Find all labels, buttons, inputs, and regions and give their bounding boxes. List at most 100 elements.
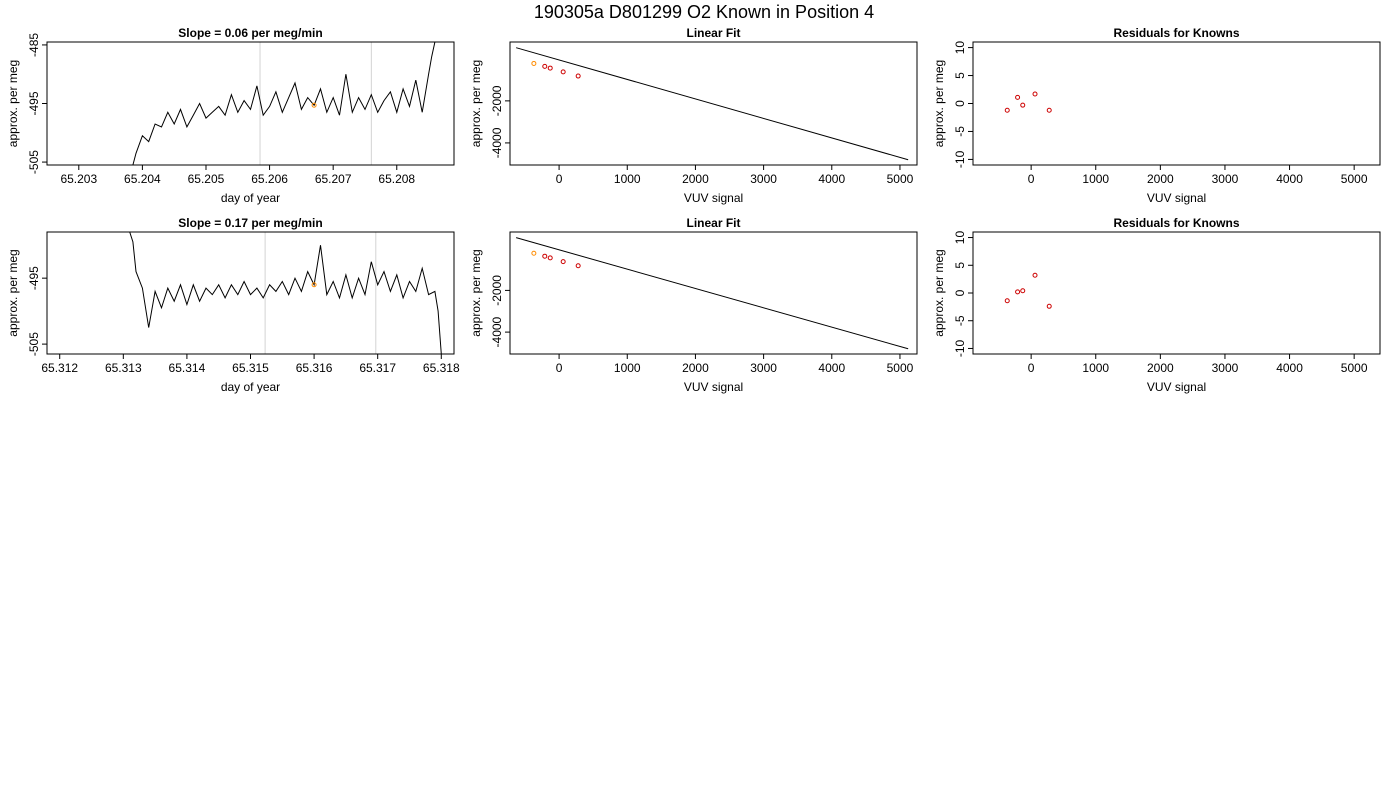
plot-area bbox=[515, 47, 909, 161]
x-tick-label: 0 bbox=[1028, 361, 1035, 375]
x-axis-label: VUV signal bbox=[684, 191, 743, 205]
x-axis-label: VUV signal bbox=[1147, 191, 1206, 205]
x-tick-label: 2000 bbox=[1147, 361, 1174, 375]
data-point bbox=[575, 73, 581, 79]
panel-top-left: Slope = 0.06 per meg/min 65.203 65.204 65.2… bbox=[6, 26, 455, 205]
y-tick-label: -505 bbox=[27, 332, 41, 356]
series-line bbox=[132, 42, 436, 165]
x-tick-label: 65.318 bbox=[423, 361, 460, 375]
panel-title: Linear Fit bbox=[686, 216, 740, 230]
x-axis-label: VUV signal bbox=[1147, 380, 1206, 394]
y-axis-label: approx. per meg bbox=[932, 60, 946, 147]
y-tick-label: -2000 bbox=[490, 85, 504, 116]
panel-title: Linear Fit bbox=[686, 26, 740, 40]
fit-line bbox=[515, 47, 909, 161]
x-tick-label: 4000 bbox=[818, 361, 845, 375]
x-tick-label: 65.203 bbox=[60, 172, 97, 186]
y-tick-label: 0 bbox=[953, 289, 967, 296]
data-point bbox=[1004, 107, 1010, 113]
x-tick-label: 0 bbox=[1028, 172, 1035, 186]
y-tick-label: 10 bbox=[953, 41, 967, 55]
data-point bbox=[1015, 94, 1021, 100]
plot-area bbox=[515, 237, 909, 350]
data-point bbox=[1032, 91, 1038, 97]
data-point bbox=[575, 263, 581, 269]
y-axis-label: approx. per meg bbox=[932, 249, 946, 336]
y-axis-label: approx. per meg bbox=[469, 60, 483, 147]
panel-top-right: Residuals for Knowns 0 1000 2000 3000 4000 500… bbox=[932, 26, 1381, 205]
y-tick-label: -2000 bbox=[490, 275, 504, 306]
data-point bbox=[542, 253, 548, 259]
x-tick-label: 0 bbox=[556, 361, 563, 375]
x-tick-label: 3000 bbox=[1212, 361, 1239, 375]
data-point bbox=[547, 255, 553, 261]
x-tick-label: 65.317 bbox=[359, 361, 396, 375]
data-point bbox=[531, 60, 537, 66]
x-tick-label: 3000 bbox=[750, 172, 777, 186]
x-tick-label: 1000 bbox=[1082, 361, 1109, 375]
y-axis-label: approx. per meg bbox=[469, 249, 483, 336]
x-tick-label: 1000 bbox=[614, 361, 641, 375]
data-point bbox=[1004, 298, 1010, 304]
x-axis-label: day of year bbox=[221, 380, 280, 394]
x-tick-label: 1000 bbox=[614, 172, 641, 186]
data-point bbox=[1046, 303, 1052, 309]
x-tick-label: 3000 bbox=[750, 361, 777, 375]
panel-top-middle: Linear Fit 0 1000 2000 3000 4000 5000 -4000 -200… bbox=[469, 26, 918, 205]
x-tick-label: 65.315 bbox=[232, 361, 269, 375]
panel-title: Slope = 0.17 per meg/min bbox=[178, 216, 322, 230]
y-tick-label: -495 bbox=[27, 266, 41, 290]
x-axis-label: day of year bbox=[221, 191, 280, 205]
x-tick-label: 65.204 bbox=[124, 172, 161, 186]
x-tick-label: 65.208 bbox=[378, 172, 415, 186]
panel-bottom-right: Residuals for Knowns 0 1000 2000 3000 4000 500… bbox=[932, 216, 1381, 394]
panel-bottom-left: Slope = 0.17 per meg/min 65.312 65.313 65.3… bbox=[6, 216, 460, 394]
x-tick-label: 65.205 bbox=[188, 172, 225, 186]
x-tick-label: 65.313 bbox=[105, 361, 142, 375]
y-axis-label: approx. per meg bbox=[6, 60, 20, 147]
y-tick-label: -495 bbox=[27, 91, 41, 115]
y-tick-label: 10 bbox=[953, 231, 967, 245]
x-tick-label: 0 bbox=[556, 172, 563, 186]
y-tick-label: 5 bbox=[953, 262, 967, 269]
highlight-point bbox=[311, 102, 317, 108]
x-tick-label: 65.312 bbox=[41, 361, 78, 375]
plot-area bbox=[132, 42, 436, 165]
panel-title: Slope = 0.06 per meg/min bbox=[178, 26, 322, 40]
panel-bottom-middle: Linear Fit 0 1000 2000 3000 4000 5000 -4000 -200… bbox=[469, 216, 918, 394]
y-tick-label: -10 bbox=[953, 150, 967, 168]
x-tick-label: 5000 bbox=[887, 172, 914, 186]
x-tick-label: 4000 bbox=[818, 172, 845, 186]
panel-title: Residuals for Knowns bbox=[1113, 26, 1239, 40]
x-tick-label: 65.206 bbox=[251, 172, 288, 186]
plot-area bbox=[1004, 272, 1052, 309]
data-point bbox=[531, 250, 537, 256]
data-point bbox=[1020, 288, 1026, 294]
plot-frame bbox=[509, 231, 918, 355]
panel-title: Residuals for Knowns bbox=[1113, 216, 1239, 230]
figure-suptitle: 190305a D801299 O2 Known in Position 4 bbox=[534, 2, 874, 22]
data-point bbox=[547, 65, 553, 71]
x-tick-label: 5000 bbox=[887, 361, 914, 375]
x-tick-label: 4000 bbox=[1276, 361, 1303, 375]
y-tick-label: -485 bbox=[27, 33, 41, 57]
x-tick-label: 4000 bbox=[1276, 172, 1303, 186]
y-axis-label: approx. per meg bbox=[6, 249, 20, 336]
data-point bbox=[1032, 272, 1038, 278]
y-tick-label: -4000 bbox=[490, 316, 504, 347]
fit-line bbox=[515, 237, 909, 350]
x-tick-label: 3000 bbox=[1212, 172, 1239, 186]
data-point bbox=[1046, 107, 1052, 113]
y-tick-label: -5 bbox=[953, 315, 967, 326]
x-tick-label: 65.314 bbox=[169, 361, 206, 375]
data-point bbox=[1015, 289, 1021, 295]
y-tick-label: 5 bbox=[953, 72, 967, 79]
series-line bbox=[129, 232, 442, 354]
x-tick-label: 2000 bbox=[1147, 172, 1174, 186]
data-point bbox=[560, 69, 566, 75]
plot-area bbox=[1004, 91, 1052, 113]
plot-area bbox=[129, 232, 442, 354]
x-tick-label: 65.316 bbox=[296, 361, 333, 375]
